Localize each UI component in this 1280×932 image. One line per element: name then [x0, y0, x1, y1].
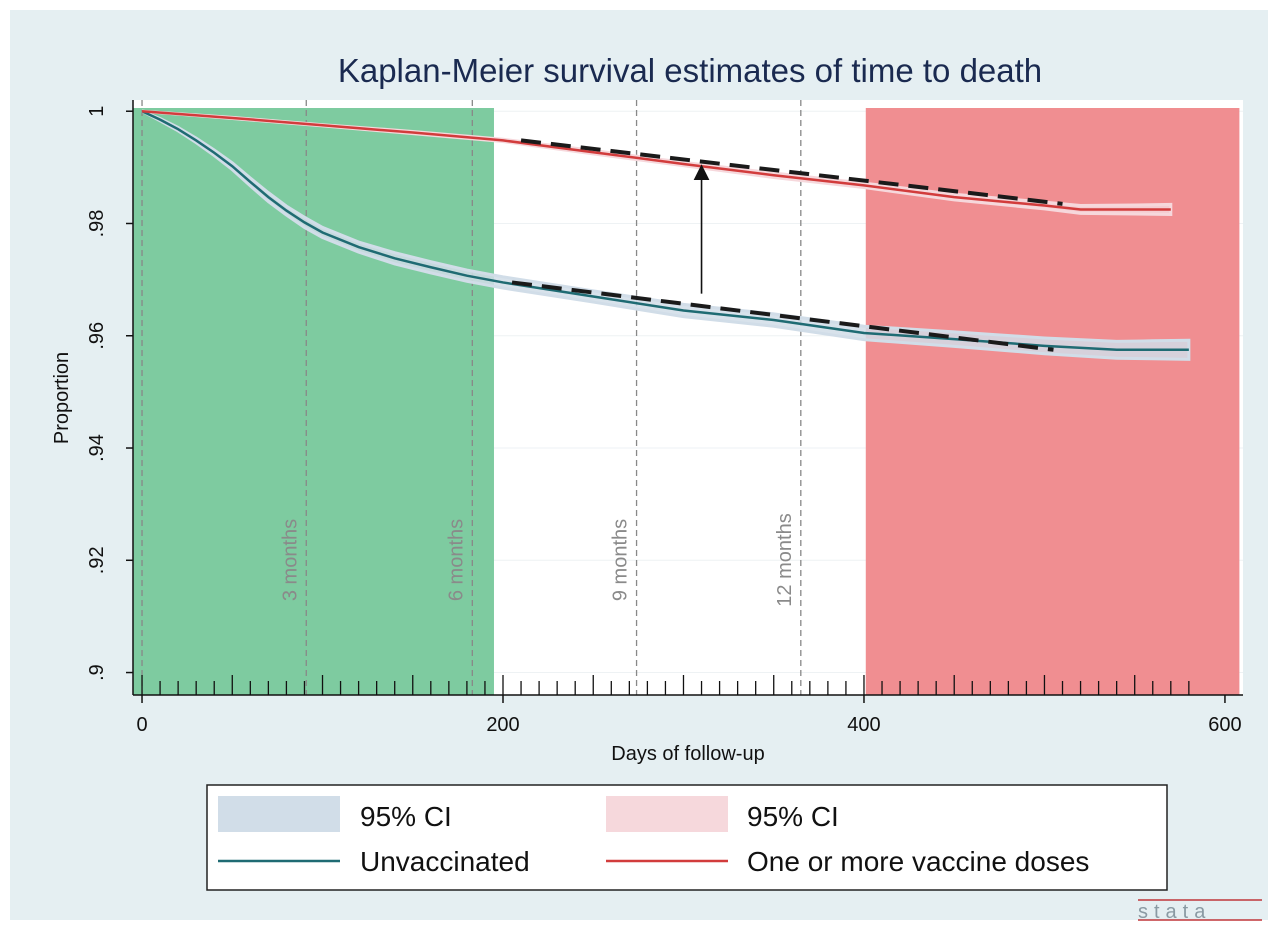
reference-lines: 3 months 6 months 9 months 12 months	[141, 100, 802, 695]
stata-logo-text: stata	[1138, 901, 1211, 923]
x-tick-label-0: 0	[136, 714, 147, 736]
legend-ci-label-unvaccinated: 95% CI	[360, 801, 452, 832]
y-tick-labels: .9 .92 .94 .96 .98 1	[86, 106, 108, 681]
reference-label-1: 3 months	[279, 519, 301, 601]
shaded-region-0	[133, 108, 494, 695]
x-tick-label-2: 400	[847, 714, 880, 736]
survival-line-0	[141, 110, 1189, 352]
x-axis-label: Days of follow-up	[611, 743, 764, 765]
rug-ticks	[141, 675, 1190, 695]
stata-watermark: stata	[1138, 899, 1262, 923]
chart-title: Kaplan-Meier survival estimates of time …	[338, 52, 1042, 89]
legend-ci-swatch-unvaccinated	[218, 796, 340, 832]
x-tick-label-3: 600	[1208, 714, 1241, 736]
survival-line-1	[141, 109, 1171, 211]
reference-label-2: 6 months	[445, 519, 467, 601]
trend-line-1	[511, 280, 1054, 352]
y-tick-label-3: .96	[86, 322, 108, 350]
x-tick-label-1: 200	[486, 714, 519, 736]
legend-ci-swatch-vaccinated	[606, 796, 728, 832]
reference-label-3: 9 months	[610, 519, 632, 601]
legend: 95% CI 95% CI Unvaccinated One or more v…	[206, 784, 1168, 891]
trend-line-0	[520, 138, 1063, 206]
x-tick-labels: 0 200 400 600	[136, 714, 1241, 736]
survival-series	[141, 109, 1189, 352]
y-tick-label-5: 1	[86, 106, 108, 117]
legend-ci-label-vaccinated: 95% CI	[747, 801, 839, 832]
legend-line-label-vaccinated: One or more vaccine doses	[747, 846, 1089, 877]
y-axis-label: Proportion	[51, 352, 73, 444]
y-tick-label-1: .92	[86, 546, 108, 574]
y-tick-label-2: .94	[86, 434, 108, 462]
trend-lines	[511, 138, 1063, 352]
axes	[126, 100, 1243, 703]
legend-line-label-unvaccinated: Unvaccinated	[360, 846, 530, 877]
y-tick-label-4: .98	[86, 210, 108, 238]
reference-label-4: 12 months	[774, 513, 796, 606]
y-tick-label-0: .9	[86, 664, 108, 681]
